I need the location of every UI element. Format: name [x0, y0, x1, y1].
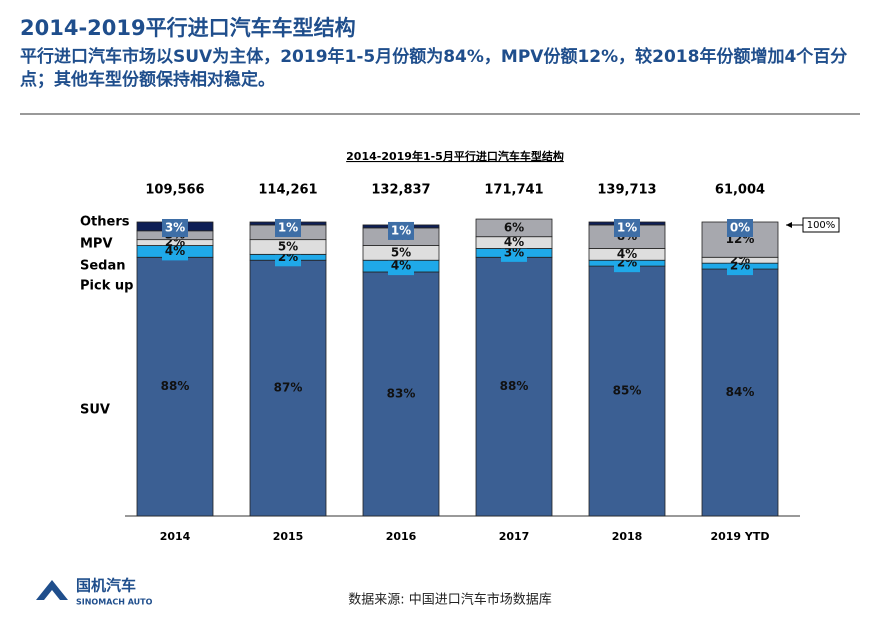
chart-title: 2014-2019年1-5月平行进口汽车车型结构	[346, 149, 564, 163]
legend-label: MPV	[80, 237, 113, 252]
total-label: 61,004	[715, 183, 765, 198]
subtitle: 平行进口汽车市场以SUV为主体，2019年1-5月份额为84%，MPV份额12%…	[20, 47, 848, 90]
x-tick-label: 2019 YTD	[710, 530, 769, 543]
logo: 国机汽车 SINOMACH AUTO	[36, 577, 153, 607]
bar-segment	[475, 256, 553, 517]
value-label: 3%	[504, 245, 524, 259]
value-label: 1%	[617, 221, 637, 235]
value-label: 1%	[278, 221, 298, 235]
value-label: 4%	[504, 235, 524, 249]
total-label: 132,837	[371, 183, 430, 198]
value-label: 85%	[613, 384, 642, 398]
logo-sub: SINOMACH AUTO	[76, 598, 153, 607]
x-tick-label: 2016	[386, 530, 417, 543]
x-tick-label: 2014	[160, 530, 191, 543]
legend-label: Pick up	[80, 279, 133, 294]
label-box	[727, 219, 753, 237]
bar-segment	[136, 256, 214, 517]
label-box	[162, 219, 188, 237]
source: 数据来源: 中国进口汽车市场数据库	[348, 592, 552, 608]
legend-label: Others	[80, 215, 130, 230]
total-label: 171,741	[484, 183, 543, 198]
x-tick-label: 2017	[499, 530, 530, 543]
value-label: 4%	[165, 244, 185, 258]
value-label: 84%	[726, 385, 755, 399]
header: 2014-2019平行进口汽车车型结构 平行进口汽车市场以SUV为主体，2019…	[20, 12, 850, 92]
total-label: 139,713	[597, 183, 656, 198]
label-box	[388, 257, 414, 276]
x-tick-label: 2015	[273, 530, 304, 543]
label-box	[162, 242, 188, 261]
value-label: 3%	[165, 221, 185, 235]
bar-segment	[701, 268, 779, 517]
x-tick-label: 2018	[612, 530, 643, 543]
legend-label: SUV	[80, 403, 110, 418]
logo-name: 国机汽车	[76, 577, 136, 595]
arrow-head	[786, 222, 792, 228]
value-label: 6%	[504, 220, 524, 234]
bar-segment	[588, 265, 666, 517]
total-label: 114,261	[258, 183, 317, 198]
value-label: 0%	[730, 221, 750, 235]
value-label: 88%	[161, 379, 190, 393]
value-label: 1%	[391, 223, 411, 237]
value-label: 83%	[387, 386, 416, 400]
legend-label: Sedan	[80, 259, 126, 274]
value-label: 5%	[391, 245, 411, 259]
label-box	[275, 219, 301, 237]
logo-icon	[36, 580, 68, 600]
value-label: 4%	[617, 247, 637, 261]
label-box	[614, 219, 640, 237]
bar-segment	[249, 259, 327, 517]
annotation-box	[802, 217, 840, 233]
value-label: 88%	[500, 379, 529, 393]
value-label: 4%	[391, 259, 411, 273]
total-label: 109,566	[145, 183, 204, 198]
bar-segment	[362, 271, 440, 517]
label-box	[388, 221, 414, 240]
bar-segment	[475, 218, 553, 238]
value-label: 5%	[278, 239, 298, 253]
title: 2014-2019平行进口汽车车型结构	[20, 16, 356, 40]
value-label: 87%	[274, 381, 303, 395]
annotation: 100%	[807, 220, 836, 231]
